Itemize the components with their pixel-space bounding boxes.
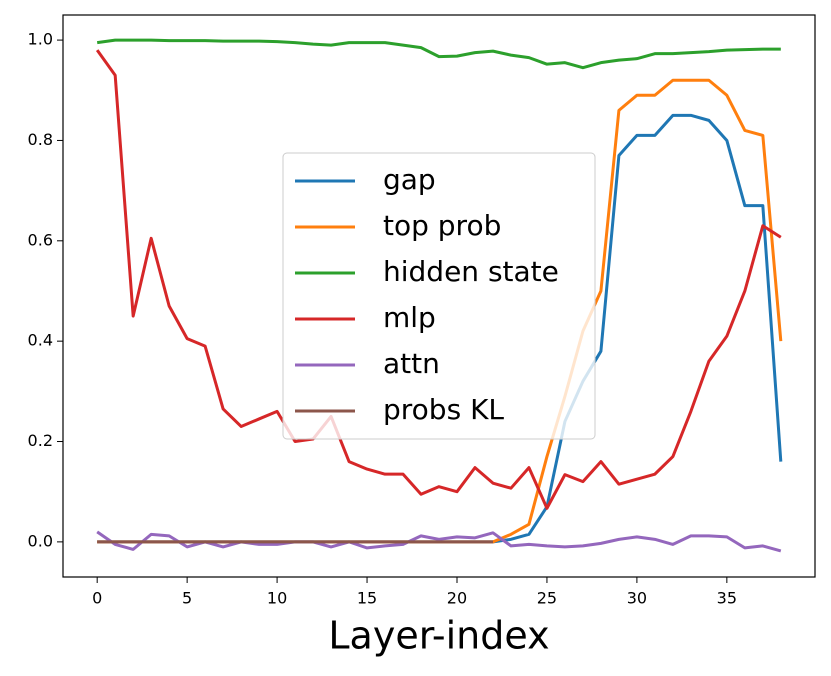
y-tick-label: 1.0 <box>28 30 53 49</box>
legend-label: gap <box>383 163 436 196</box>
line-series <box>95 49 782 510</box>
x-tick-label: 25 <box>537 589 557 608</box>
line-series <box>96 530 782 553</box>
y-tick-label: 0.8 <box>28 130 53 149</box>
legend-label: hidden state <box>383 255 559 288</box>
y-tick-label: 0.0 <box>28 531 53 550</box>
legend-box <box>282 152 596 440</box>
y-tick-label: 0.6 <box>28 230 53 249</box>
x-tick-label: 10 <box>267 589 287 608</box>
x-tick-label: 0 <box>92 589 102 608</box>
legend: gap top prob hidden state mlp attn probs KL <box>282 152 596 440</box>
legend-label: probs KL <box>383 393 504 426</box>
x-tick-label: 15 <box>357 589 377 608</box>
x-tick-label: 30 <box>627 589 647 608</box>
x-axis-label: Layer-index <box>328 614 549 658</box>
legend-label: mlp <box>383 301 436 334</box>
y-tick-label: 0.2 <box>28 431 53 450</box>
x-tick-label: 5 <box>182 589 192 608</box>
x-tick-label: 35 <box>717 589 737 608</box>
x-tick-label: 20 <box>447 589 467 608</box>
legend-label: attn <box>383 347 440 380</box>
plot-frame <box>62 14 816 578</box>
legend-label: top prob <box>383 209 501 242</box>
y-tick-label: 0.4 <box>28 331 53 350</box>
line-series <box>96 38 781 70</box>
